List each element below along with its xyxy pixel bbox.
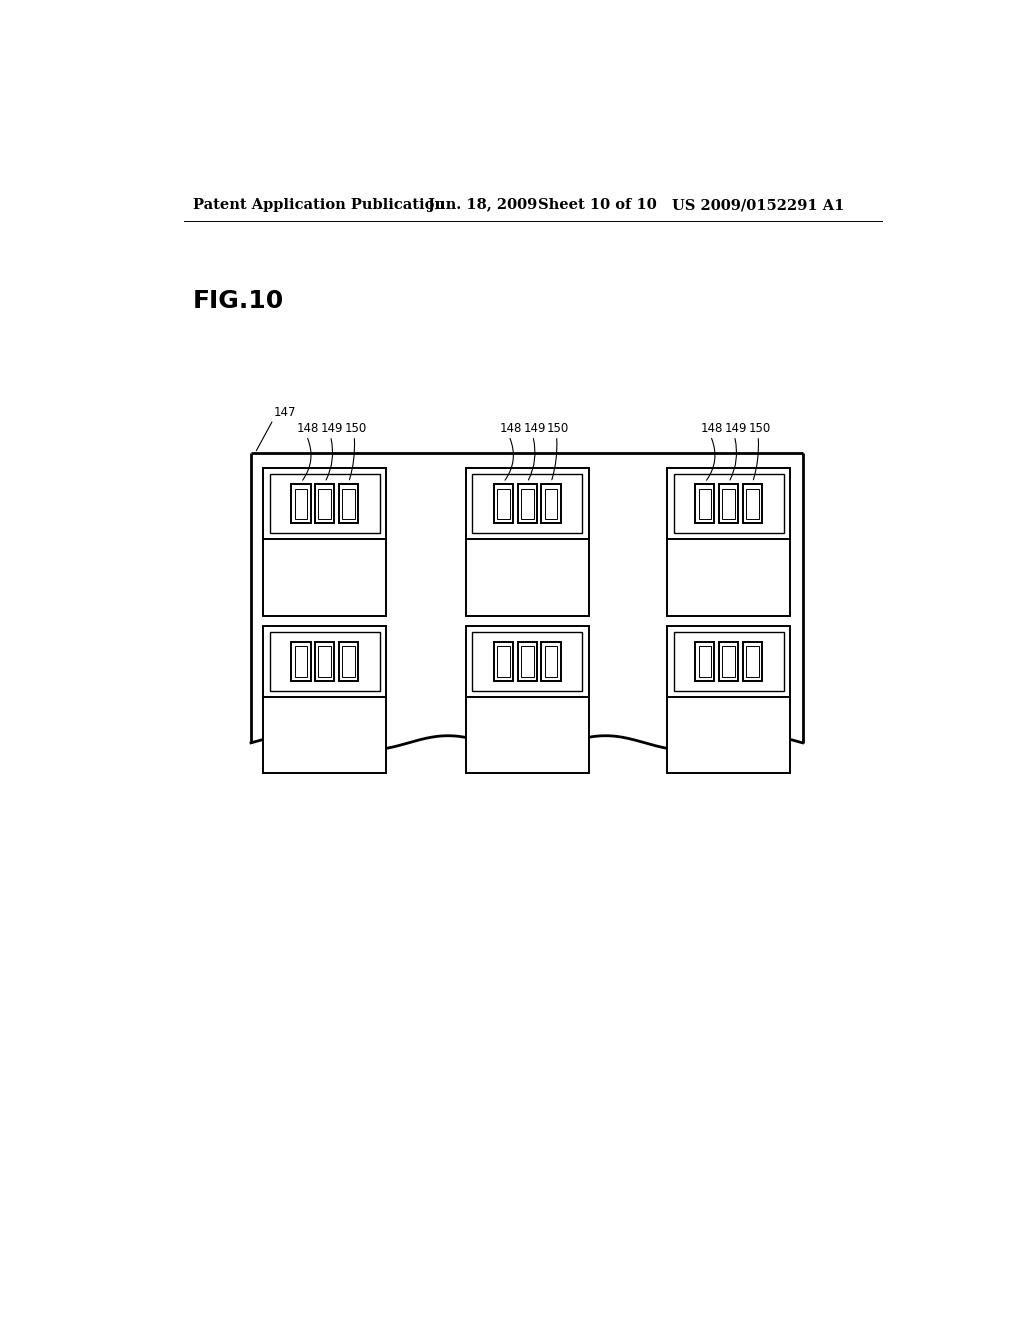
Bar [545, 488, 557, 519]
Bar [542, 484, 560, 523]
Text: 149: 149 [725, 422, 748, 434]
Bar [292, 484, 310, 523]
Bar [318, 645, 331, 677]
Bar [521, 488, 534, 519]
Bar [494, 484, 513, 523]
Text: 148: 148 [297, 422, 319, 434]
Bar [719, 642, 738, 681]
Bar [722, 488, 735, 519]
Bar [698, 488, 712, 519]
Text: 150: 150 [345, 422, 367, 434]
Text: 148: 148 [701, 422, 723, 434]
Bar [497, 488, 510, 519]
Bar [743, 484, 762, 523]
Bar [292, 642, 310, 681]
Bar [466, 626, 589, 774]
Text: Patent Application Publication: Patent Application Publication [194, 198, 445, 213]
Bar [743, 642, 762, 681]
Bar [518, 642, 537, 681]
Bar [263, 469, 386, 616]
Bar [315, 484, 334, 523]
Bar [295, 488, 307, 519]
Bar [339, 642, 358, 681]
Bar [315, 642, 334, 681]
Text: 150: 150 [547, 422, 569, 434]
Bar [472, 632, 583, 690]
Bar [269, 632, 380, 690]
Bar [318, 488, 331, 519]
Bar [295, 645, 307, 677]
Bar [719, 484, 738, 523]
Bar [698, 645, 712, 677]
Bar [722, 645, 735, 677]
Bar [674, 474, 784, 533]
Bar [342, 645, 355, 677]
Bar [521, 645, 534, 677]
Text: Sheet 10 of 10: Sheet 10 of 10 [539, 198, 657, 213]
Bar [746, 645, 759, 677]
Bar [695, 484, 715, 523]
Bar [342, 488, 355, 519]
Bar [668, 626, 791, 774]
Bar [674, 632, 784, 690]
Text: 149: 149 [523, 422, 546, 434]
Text: 148: 148 [500, 422, 522, 434]
Bar [466, 469, 589, 616]
Bar [518, 484, 537, 523]
Text: 149: 149 [321, 422, 343, 434]
Bar [695, 642, 715, 681]
Text: 147: 147 [273, 405, 296, 418]
Bar [668, 469, 791, 616]
Bar [472, 474, 583, 533]
Text: FIG.10: FIG.10 [194, 289, 285, 313]
Text: US 2009/0152291 A1: US 2009/0152291 A1 [672, 198, 844, 213]
Text: Jun. 18, 2009: Jun. 18, 2009 [428, 198, 538, 213]
Bar [269, 474, 380, 533]
Bar [263, 626, 386, 774]
Bar [542, 642, 560, 681]
Bar [494, 642, 513, 681]
Bar [497, 645, 510, 677]
Bar [545, 645, 557, 677]
Bar [746, 488, 759, 519]
Text: 150: 150 [749, 422, 771, 434]
Bar [339, 484, 358, 523]
